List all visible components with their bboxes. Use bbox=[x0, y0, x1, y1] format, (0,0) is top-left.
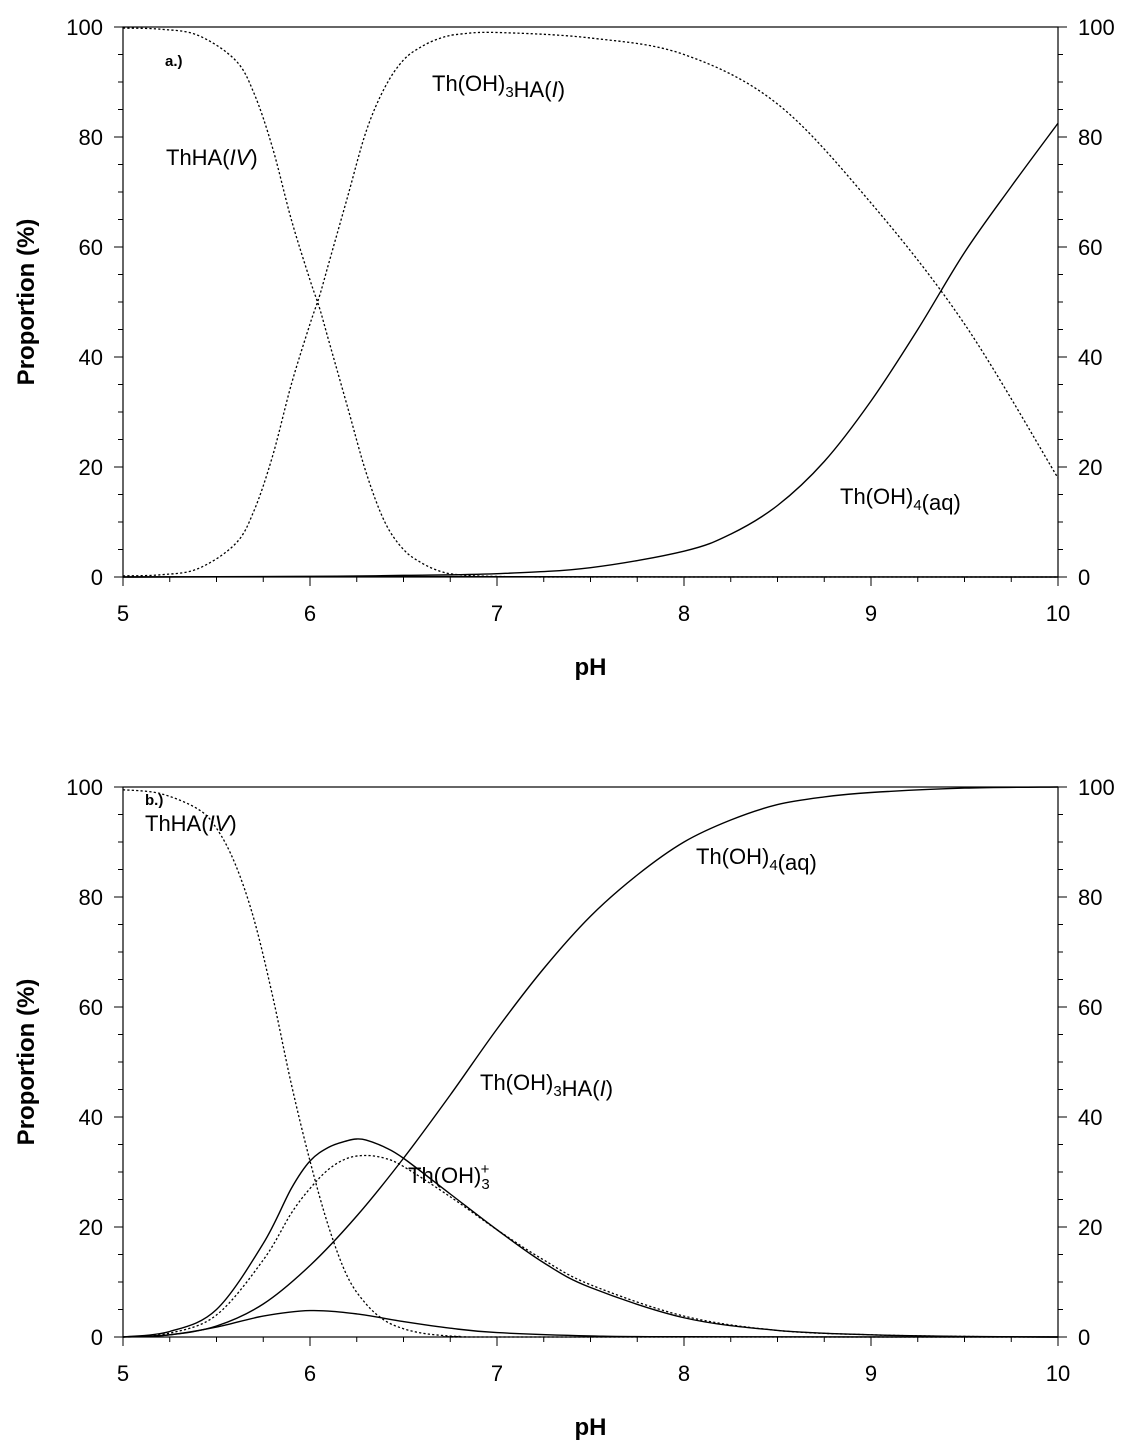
panel-a: 5 6 7 8 9 10020406080100020406080100pHProport… bbox=[13, 15, 1115, 681]
y-tick-label-right: 100 bbox=[1078, 775, 1115, 800]
x-tick-label: 9 bbox=[865, 601, 877, 626]
x-tick-label: 8 bbox=[678, 601, 690, 626]
y-tick-label-left: 40 bbox=[79, 345, 103, 370]
y-tick-label-left: 80 bbox=[79, 885, 103, 910]
y-tick-label-left: 40 bbox=[79, 1105, 103, 1130]
series-label: ThHA(IV) bbox=[166, 145, 258, 170]
y-tick-label-left: 60 bbox=[79, 235, 103, 260]
y-tick-label-left: 100 bbox=[66, 775, 103, 800]
y-tick-label-right: 40 bbox=[1078, 1105, 1102, 1130]
series-label: Th(OH)4(aq) bbox=[840, 484, 961, 515]
y-axis-title: Proportion (%) bbox=[13, 219, 40, 386]
y-tick-label-left: 20 bbox=[79, 455, 103, 480]
y-axis-title: Proportion (%) bbox=[13, 979, 40, 1146]
series-line-3 bbox=[122, 122, 1059, 578]
y-tick-label-right: 0 bbox=[1078, 565, 1090, 590]
x-tick-label: 5 bbox=[117, 601, 129, 626]
y-tick-label-right: 40 bbox=[1078, 345, 1102, 370]
y-tick-label-left: 20 bbox=[79, 1215, 103, 1240]
y-tick-label-right: 20 bbox=[1078, 455, 1102, 480]
x-tick-label: 7 bbox=[491, 601, 503, 626]
series-line-5 bbox=[122, 1138, 1059, 1338]
series-label: ThHA(IV) bbox=[145, 811, 237, 836]
y-tick-label-left: 80 bbox=[79, 125, 103, 150]
y-tick-label-left: 0 bbox=[91, 565, 103, 590]
series-label: Th(OH)4(aq) bbox=[696, 844, 817, 875]
x-tick-label: 8 bbox=[678, 1361, 690, 1386]
y-tick-label-right: 60 bbox=[1078, 995, 1102, 1020]
series-label: Th(OH)3+ bbox=[408, 1161, 490, 1193]
series-label: Th(OH)3HA(I) bbox=[480, 1070, 613, 1101]
y-tick-label-left: 60 bbox=[79, 995, 103, 1020]
panel-label: a.) bbox=[165, 53, 183, 70]
x-tick-label: 6 bbox=[304, 601, 316, 626]
x-tick-label: 10 bbox=[1046, 1361, 1070, 1386]
series-line-1 bbox=[122, 789, 1058, 1338]
plot-frame bbox=[122, 786, 1059, 1338]
panel-label: b.) bbox=[145, 792, 163, 809]
y-tick-label-right: 0 bbox=[1078, 1325, 1090, 1350]
series-line-4 bbox=[122, 575, 1059, 578]
x-tick-label: 6 bbox=[304, 1361, 316, 1386]
x-axis-title: pH bbox=[575, 654, 607, 681]
y-tick-label-right: 80 bbox=[1078, 125, 1102, 150]
series-line-4 bbox=[122, 1309, 1059, 1338]
x-axis-title: pH bbox=[575, 1414, 607, 1441]
y-tick-label-right: 100 bbox=[1078, 15, 1115, 40]
series-label: Th(OH)3HA(I) bbox=[432, 71, 565, 102]
x-tick-label: 5 bbox=[117, 1361, 129, 1386]
y-tick-label-left: 0 bbox=[91, 1325, 103, 1350]
x-tick-label: 7 bbox=[491, 1361, 503, 1386]
y-tick-label-right: 80 bbox=[1078, 885, 1102, 910]
y-tick-label-right: 20 bbox=[1078, 1215, 1102, 1240]
series-line-3 bbox=[122, 1154, 1059, 1338]
panel-b: 5 6 7 8 9 10020406080100020406080100pHProport… bbox=[13, 775, 1115, 1441]
series-line-2 bbox=[122, 786, 1059, 1338]
x-tick-label: 10 bbox=[1046, 601, 1070, 626]
series-line-2 bbox=[122, 31, 1059, 577]
series-line-1 bbox=[122, 27, 1058, 578]
y-tick-label-left: 100 bbox=[66, 15, 103, 40]
x-tick-label: 9 bbox=[865, 1361, 877, 1386]
plot-frame bbox=[122, 26, 1059, 578]
y-tick-label-right: 60 bbox=[1078, 235, 1102, 260]
